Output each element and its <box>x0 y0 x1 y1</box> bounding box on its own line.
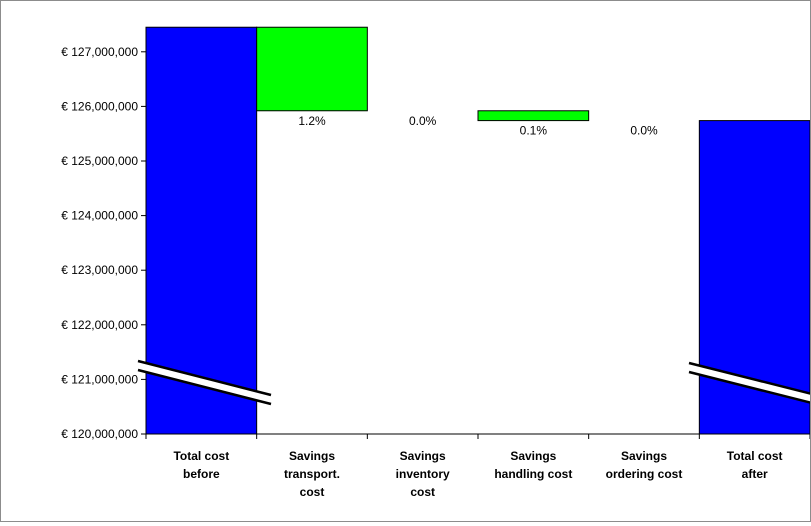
bars-layer <box>145 26 811 435</box>
x-category-label: ordering cost <box>606 467 683 481</box>
x-category-label: transport. <box>284 467 340 481</box>
savings-bar <box>256 26 368 112</box>
axis-break-gap <box>689 363 811 403</box>
y-tick-label: € 126,000,000 <box>61 99 138 113</box>
axis-break-marks <box>137 359 811 406</box>
x-category-label: Savings <box>621 449 667 463</box>
y-tick-label: € 121,000,000 <box>61 372 138 386</box>
x-category-label: Total cost <box>727 449 783 463</box>
x-category-label: handling cost <box>494 467 572 481</box>
y-tick-label: € 123,000,000 <box>61 263 138 277</box>
y-tick-label: € 120,000,000 <box>61 427 138 441</box>
data-label: 0.1% <box>520 124 548 138</box>
x-category-label: Savings <box>400 449 446 463</box>
x-category-label: Total cost <box>173 449 229 463</box>
x-category-label: cost <box>410 485 435 499</box>
y-tick-label: € 125,000,000 <box>61 154 138 168</box>
x-category-label: cost <box>300 485 325 499</box>
x-category-label: Savings <box>289 449 335 463</box>
labels-layer: 1.2% 0.0% 0.1% 0.0% Total cost before Savings t… <box>173 114 782 499</box>
x-category-label: before <box>183 467 220 481</box>
x-category-label: Savings <box>510 449 556 463</box>
y-tick-label: € 127,000,000 <box>61 45 138 59</box>
axis-break-line <box>137 368 272 406</box>
total-bar <box>145 26 258 435</box>
axis-break-gap <box>138 361 271 404</box>
savings-bar <box>477 110 590 122</box>
y-tick-label: € 122,000,000 <box>61 318 138 332</box>
data-label: 1.2% <box>298 114 326 128</box>
x-category-label: after <box>742 467 768 481</box>
y-tick-label: € 124,000,000 <box>61 209 138 223</box>
axis-break-line <box>688 361 811 396</box>
data-label: 0.0% <box>630 124 658 138</box>
axis-layer: € 120,000,000 € 121,000,000 € 122,000,000 €… <box>61 31 811 441</box>
axis-break-line <box>137 359 272 397</box>
x-category-label: inventory <box>396 467 450 481</box>
data-label: 0.0% <box>409 114 437 128</box>
axis-break-line <box>688 370 811 405</box>
